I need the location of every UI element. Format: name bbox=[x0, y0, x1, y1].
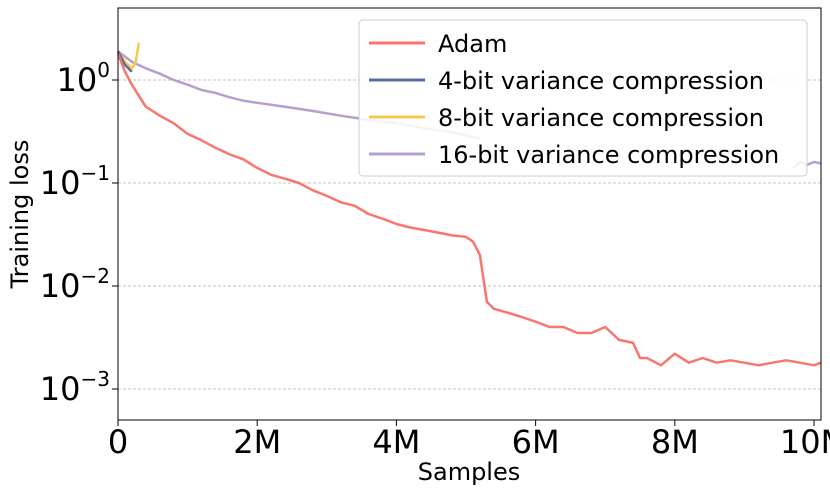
y-tick-label: 10−1 bbox=[40, 161, 110, 202]
y-tick-base: 10 bbox=[57, 61, 98, 99]
y-tick-base: 10 bbox=[40, 267, 81, 305]
x-axis-label: Samples bbox=[418, 458, 521, 486]
legend-label: 16-bit variance compression bbox=[438, 141, 779, 169]
x-axis: 0 2M 4M 6M 8M 10M bbox=[108, 420, 830, 461]
legend-label: 4-bit variance compression bbox=[438, 67, 764, 95]
y-tick-label: 10−2 bbox=[40, 264, 110, 305]
x-tick-label: 6M bbox=[512, 423, 560, 461]
y-axis-label: Training loss bbox=[6, 140, 34, 290]
x-tick-label: 8M bbox=[651, 423, 699, 461]
y-tick-exponent: −2 bbox=[81, 264, 110, 288]
series-line-adam bbox=[116, 53, 822, 367]
legend-label: Adam bbox=[438, 30, 507, 58]
y-tick-base: 10 bbox=[40, 370, 81, 408]
plot-frame bbox=[117, 7, 822, 421]
x-tick-label: 10M bbox=[780, 423, 830, 461]
series-line-4-bit-variance-compression bbox=[116, 50, 133, 73]
x-tick-label: 0 bbox=[108, 423, 128, 461]
x-tick-label: 2M bbox=[233, 423, 281, 461]
y-tick-base: 10 bbox=[40, 164, 81, 202]
y-tick-exponent: −1 bbox=[81, 161, 110, 185]
legend-label: 8-bit variance compression bbox=[438, 104, 764, 132]
x-tick-label: 4M bbox=[372, 423, 420, 461]
legend-box bbox=[358, 19, 808, 177]
y-tick-label: 10−3 bbox=[40, 367, 110, 408]
y-tick-exponent: 0 bbox=[97, 58, 110, 82]
y-tick-label: 100 bbox=[57, 58, 110, 99]
y-tick-exponent: −3 bbox=[81, 367, 110, 391]
legend: Adam 4-bit variance compression 8-bit vari… bbox=[358, 19, 808, 177]
